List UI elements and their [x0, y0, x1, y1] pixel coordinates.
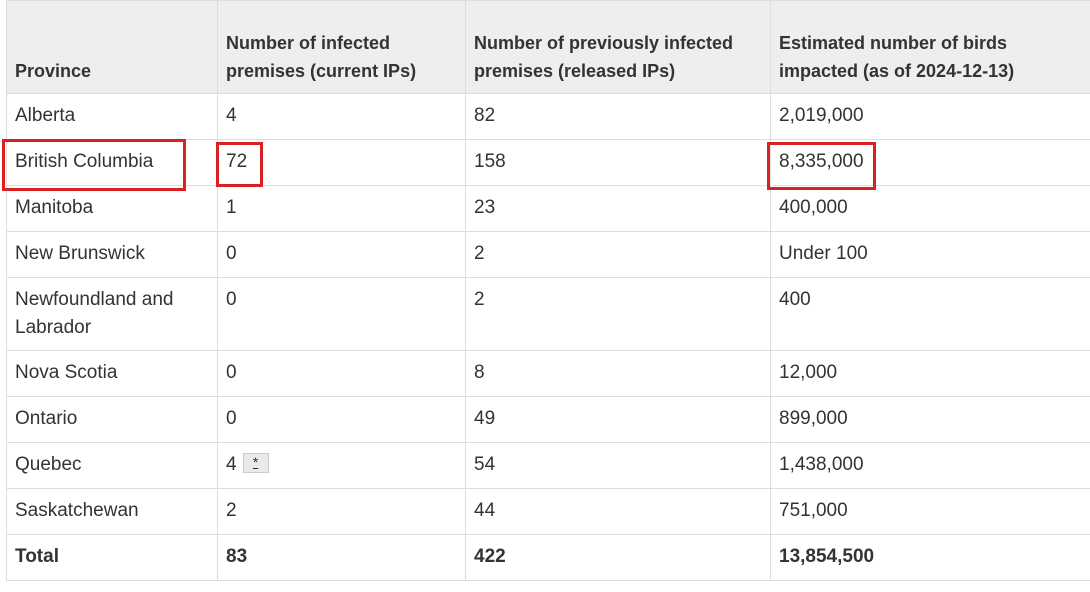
cell-text: Manitoba: [15, 197, 94, 218]
cell-text: 158: [474, 151, 506, 172]
table-cell: 23: [465, 185, 771, 232]
cell-text: Saskatchewan: [15, 500, 139, 521]
table-cell: 400: [770, 277, 1090, 351]
cell-text: 8,335,000: [779, 151, 864, 172]
table-row: Newfoundland and Labrador 0 2 400: [6, 277, 1090, 351]
table-cell: 899,000: [770, 396, 1090, 443]
cell-text: 4: [226, 454, 237, 475]
table-cell: Total: [6, 534, 218, 581]
column-header: Estimated number of birds impacted (as o…: [770, 0, 1090, 94]
table-cell: 1: [217, 185, 466, 232]
table-cell: Under 100: [770, 231, 1090, 278]
table-cell: Saskatchewan: [6, 488, 218, 535]
cell-text: 1,438,000: [779, 454, 864, 475]
table-cell: 0: [217, 277, 466, 351]
table-row: Quebec 4 * 54 1,438,000: [6, 442, 1090, 489]
cell-text: 72: [226, 151, 248, 172]
cell-text: 751,000: [779, 500, 848, 521]
cell-text: Nova Scotia: [15, 362, 118, 383]
cell-text: 400: [779, 289, 811, 310]
table-cell: Ontario: [6, 396, 218, 443]
table-row: Alberta 4 82 2,019,000: [6, 93, 1090, 140]
table-cell: 2,019,000: [770, 93, 1090, 140]
table-cell: Manitoba: [6, 185, 218, 232]
cell-text: British Columbia: [15, 151, 154, 172]
table-row: Nova Scotia 0 8 12,000: [6, 350, 1090, 397]
table-cell: 1,438,000: [770, 442, 1090, 489]
data-table: Province Number of infected premises (cur…: [6, 0, 1090, 581]
cell-text: 83: [226, 546, 248, 567]
cell-text: 1: [226, 197, 237, 218]
cell-text: Newfoundland and Labrador: [15, 289, 174, 338]
cell-text: 0: [226, 408, 237, 429]
table-cell: Alberta: [6, 93, 218, 140]
table-cell: Newfoundland and Labrador: [6, 277, 218, 351]
column-header: Province: [6, 0, 218, 94]
cell-text: 400,000: [779, 197, 848, 218]
table-cell: New Brunswick: [6, 231, 218, 278]
table-cell: 49: [465, 396, 771, 443]
table-cell: Nova Scotia: [6, 350, 218, 397]
cell-text: Under 100: [779, 243, 868, 264]
table-cell: 44: [465, 488, 771, 535]
column-header: Number of previously infected premises (…: [465, 0, 771, 94]
footnote-link[interactable]: *: [242, 453, 269, 473]
table-cell: Quebec: [6, 442, 218, 489]
table-row: Manitoba 1 23 400,000: [6, 185, 1090, 232]
highlight-box: [216, 142, 263, 187]
table-cell: 2: [465, 231, 771, 278]
highlight-box: [767, 142, 876, 190]
table-cell: 0: [217, 396, 466, 443]
header-row: Province Number of infected premises (cur…: [6, 0, 1090, 94]
table-cell: 4: [217, 93, 466, 140]
cell-text: 44: [474, 500, 496, 521]
total-row: Total 83 422 13,854,500: [6, 534, 1090, 581]
cell-text: Total: [15, 546, 59, 567]
cell-text: New Brunswick: [15, 243, 145, 264]
cell-text: Quebec: [15, 454, 82, 475]
table-cell: 4 *: [217, 442, 466, 489]
cell-text: 23: [474, 197, 496, 218]
table-cell: 82: [465, 93, 771, 140]
table-row: New Brunswick 0 2 Under 100: [6, 231, 1090, 278]
table-cell: 751,000: [770, 488, 1090, 535]
cell-text: 12,000: [779, 362, 838, 383]
cell-text: Ontario: [15, 408, 78, 429]
table-cell: 158: [465, 139, 771, 186]
table-row: Ontario 0 49 899,000: [6, 396, 1090, 443]
column-header: Number of infected premises (current IPs…: [217, 0, 466, 94]
cell-text: 54: [474, 454, 496, 475]
table-cell: 422: [465, 534, 771, 581]
table-cell: 83: [217, 534, 466, 581]
table-cell: 8: [465, 350, 771, 397]
table-cell: 0: [217, 350, 466, 397]
table-cell: 54: [465, 442, 771, 489]
cell-text: 8: [474, 362, 485, 383]
cell-text: 2: [226, 500, 237, 521]
cell-text: 2: [474, 289, 485, 310]
cell-text: 2: [474, 243, 485, 264]
cell-text: 13,854,500: [779, 546, 875, 567]
table-cell: 400,000: [770, 185, 1090, 232]
table-cell: 0: [217, 231, 466, 278]
table-cell: 13,854,500: [770, 534, 1090, 581]
cell-text: 49: [474, 408, 496, 429]
table-row: Saskatchewan 2 44 751,000: [6, 488, 1090, 535]
cell-text: 422: [474, 546, 506, 567]
table-cell: 12,000: [770, 350, 1090, 397]
table-cell: 2: [217, 488, 466, 535]
table-body: Alberta 4 82 2,019,000 British Columbia 72 158…: [6, 93, 1090, 581]
cell-text: 2,019,000: [779, 105, 864, 126]
table-cell: 2: [465, 277, 771, 351]
cell-text: 0: [226, 289, 237, 310]
cell-text: Alberta: [15, 105, 76, 126]
cell-text: 82: [474, 105, 496, 126]
cell-text: 4: [226, 105, 237, 126]
highlight-box: [2, 139, 186, 191]
cell-text: 0: [226, 362, 237, 383]
cell-text: 899,000: [779, 408, 848, 429]
cell-text: 0: [226, 243, 237, 264]
